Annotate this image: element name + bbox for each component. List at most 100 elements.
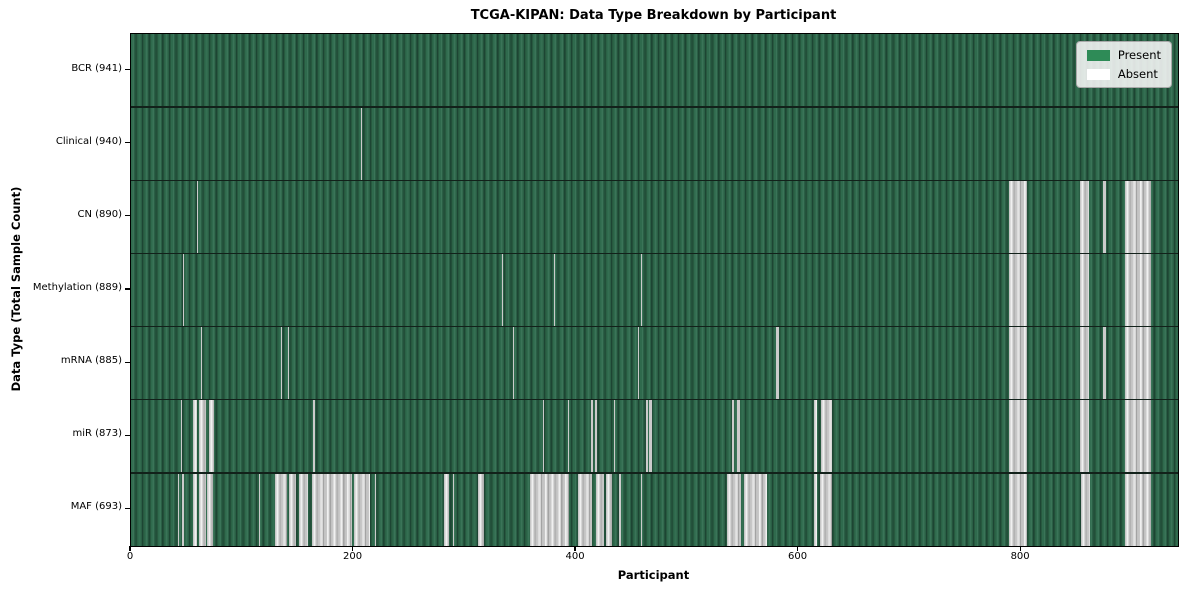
absent-stripe [193,472,197,546]
absent-stripe [198,399,206,473]
absent-stripe [512,326,514,400]
xtick-label-0: 0 [126,551,134,562]
xtick-mark [129,546,131,551]
absent-stripe [1080,180,1089,254]
absent-stripe [1008,253,1027,327]
absent-stripe [196,180,198,254]
ytick-mark [125,361,130,363]
legend-entry-absent: Absent [1086,67,1161,81]
absent-stripe [1080,326,1089,400]
ytick-mark [125,68,130,71]
absent-stripe [274,472,287,546]
absent-stripe [452,472,454,546]
absent-stripe [288,472,296,546]
row-separator [131,399,1178,401]
absent-stripe [1124,326,1152,400]
absent-stripe [299,472,308,546]
ytick-label-bcr: BCR (941) [71,62,122,74]
absent-stripe [594,399,598,473]
xtick-mark [1019,546,1021,551]
absent-stripe [374,472,376,546]
xtick-label-200: 200 [342,551,363,562]
ytick-mark [125,434,130,436]
absent-stripe [1124,180,1152,254]
absent-stripe [443,472,450,546]
ytick-label-mir: miR (873) [72,428,122,440]
absent-stripe [177,472,179,546]
row-band-cn [131,180,1178,254]
xtick-label-400: 400 [565,551,585,562]
absent-stripe [1124,399,1152,473]
row-band-maf [131,472,1178,546]
absent-stripe [814,399,818,473]
absent-stripe [646,399,649,473]
absent-stripe [501,253,503,327]
absent-stripe [590,399,593,473]
absent-stripe [640,253,642,327]
ytick-label-clinical: Clinical (940) [55,135,122,147]
absent-stripe [553,253,555,327]
absent-stripe [1080,253,1089,327]
absent-stripe [281,326,283,400]
row-separator [131,472,1178,474]
absent-stripe [181,399,183,473]
legend-entry-present: Present [1086,48,1161,62]
row-band-bcr [131,34,1178,107]
absent-stripe [312,472,353,546]
absent-stripe [198,472,206,546]
absent-stripe [313,399,315,473]
absent-stripe [287,326,289,400]
absent-stripe [208,399,215,473]
absent-stripe [638,326,640,400]
absent-stripe [820,399,832,473]
xtick-label-800: 800 [1010,551,1030,562]
absent-stripe [596,472,604,546]
legend-label-present: Present [1117,48,1161,62]
absent-stripe [727,472,741,546]
absent-stripe [542,399,544,473]
absent-stripe [182,472,185,546]
xtick-mark [574,546,576,551]
absent-stripe [731,399,735,473]
absent-stripe [819,472,832,546]
absent-stripe [353,472,371,546]
row-separator [131,106,1178,108]
absent-stripe [613,399,615,473]
legend: Present Absent [1075,41,1172,88]
absent-stripe [568,399,570,473]
absent-stripe [776,326,779,400]
ytick-label-maf: MAF (693) [70,501,122,513]
xtick-mark [796,546,799,551]
absent-stripe [1008,472,1027,546]
legend-swatch-present-icon [1086,49,1110,61]
absent-stripe [193,399,197,473]
absent-stripe [206,472,214,546]
ytick-label-cn: CN (890) [77,208,122,220]
ytick-mark [125,288,130,290]
legend-label-absent: Absent [1117,67,1158,81]
absent-stripe [640,472,642,546]
absent-stripe [1081,472,1091,546]
absent-stripe [1008,399,1027,473]
chart-title: TCGA-KIPAN: Data Type Breakdown by Parti… [470,8,837,23]
absent-stripe [1103,180,1106,254]
row-separator [131,179,1178,181]
row-band-mir [131,399,1178,473]
absent-stripe [578,472,592,546]
absent-stripe [361,107,363,181]
ytick-label-methylation: Methylation (889) [32,282,122,293]
legend-swatch-absent-icon [1086,68,1110,80]
row-band-mrna [131,326,1178,400]
absent-stripe [1008,180,1027,254]
absent-stripe [530,472,570,546]
absent-stripe [649,399,652,473]
absent-stripe [201,326,203,400]
ytick-label-mrna: mRNA (885) [60,355,122,367]
absent-stripe [1103,326,1106,400]
x-axis-label: Participant [617,568,690,582]
absent-stripe [737,399,740,473]
row-separator [131,325,1178,328]
absent-stripe [183,253,185,327]
absent-stripe [258,472,261,546]
row-separator [131,252,1178,255]
